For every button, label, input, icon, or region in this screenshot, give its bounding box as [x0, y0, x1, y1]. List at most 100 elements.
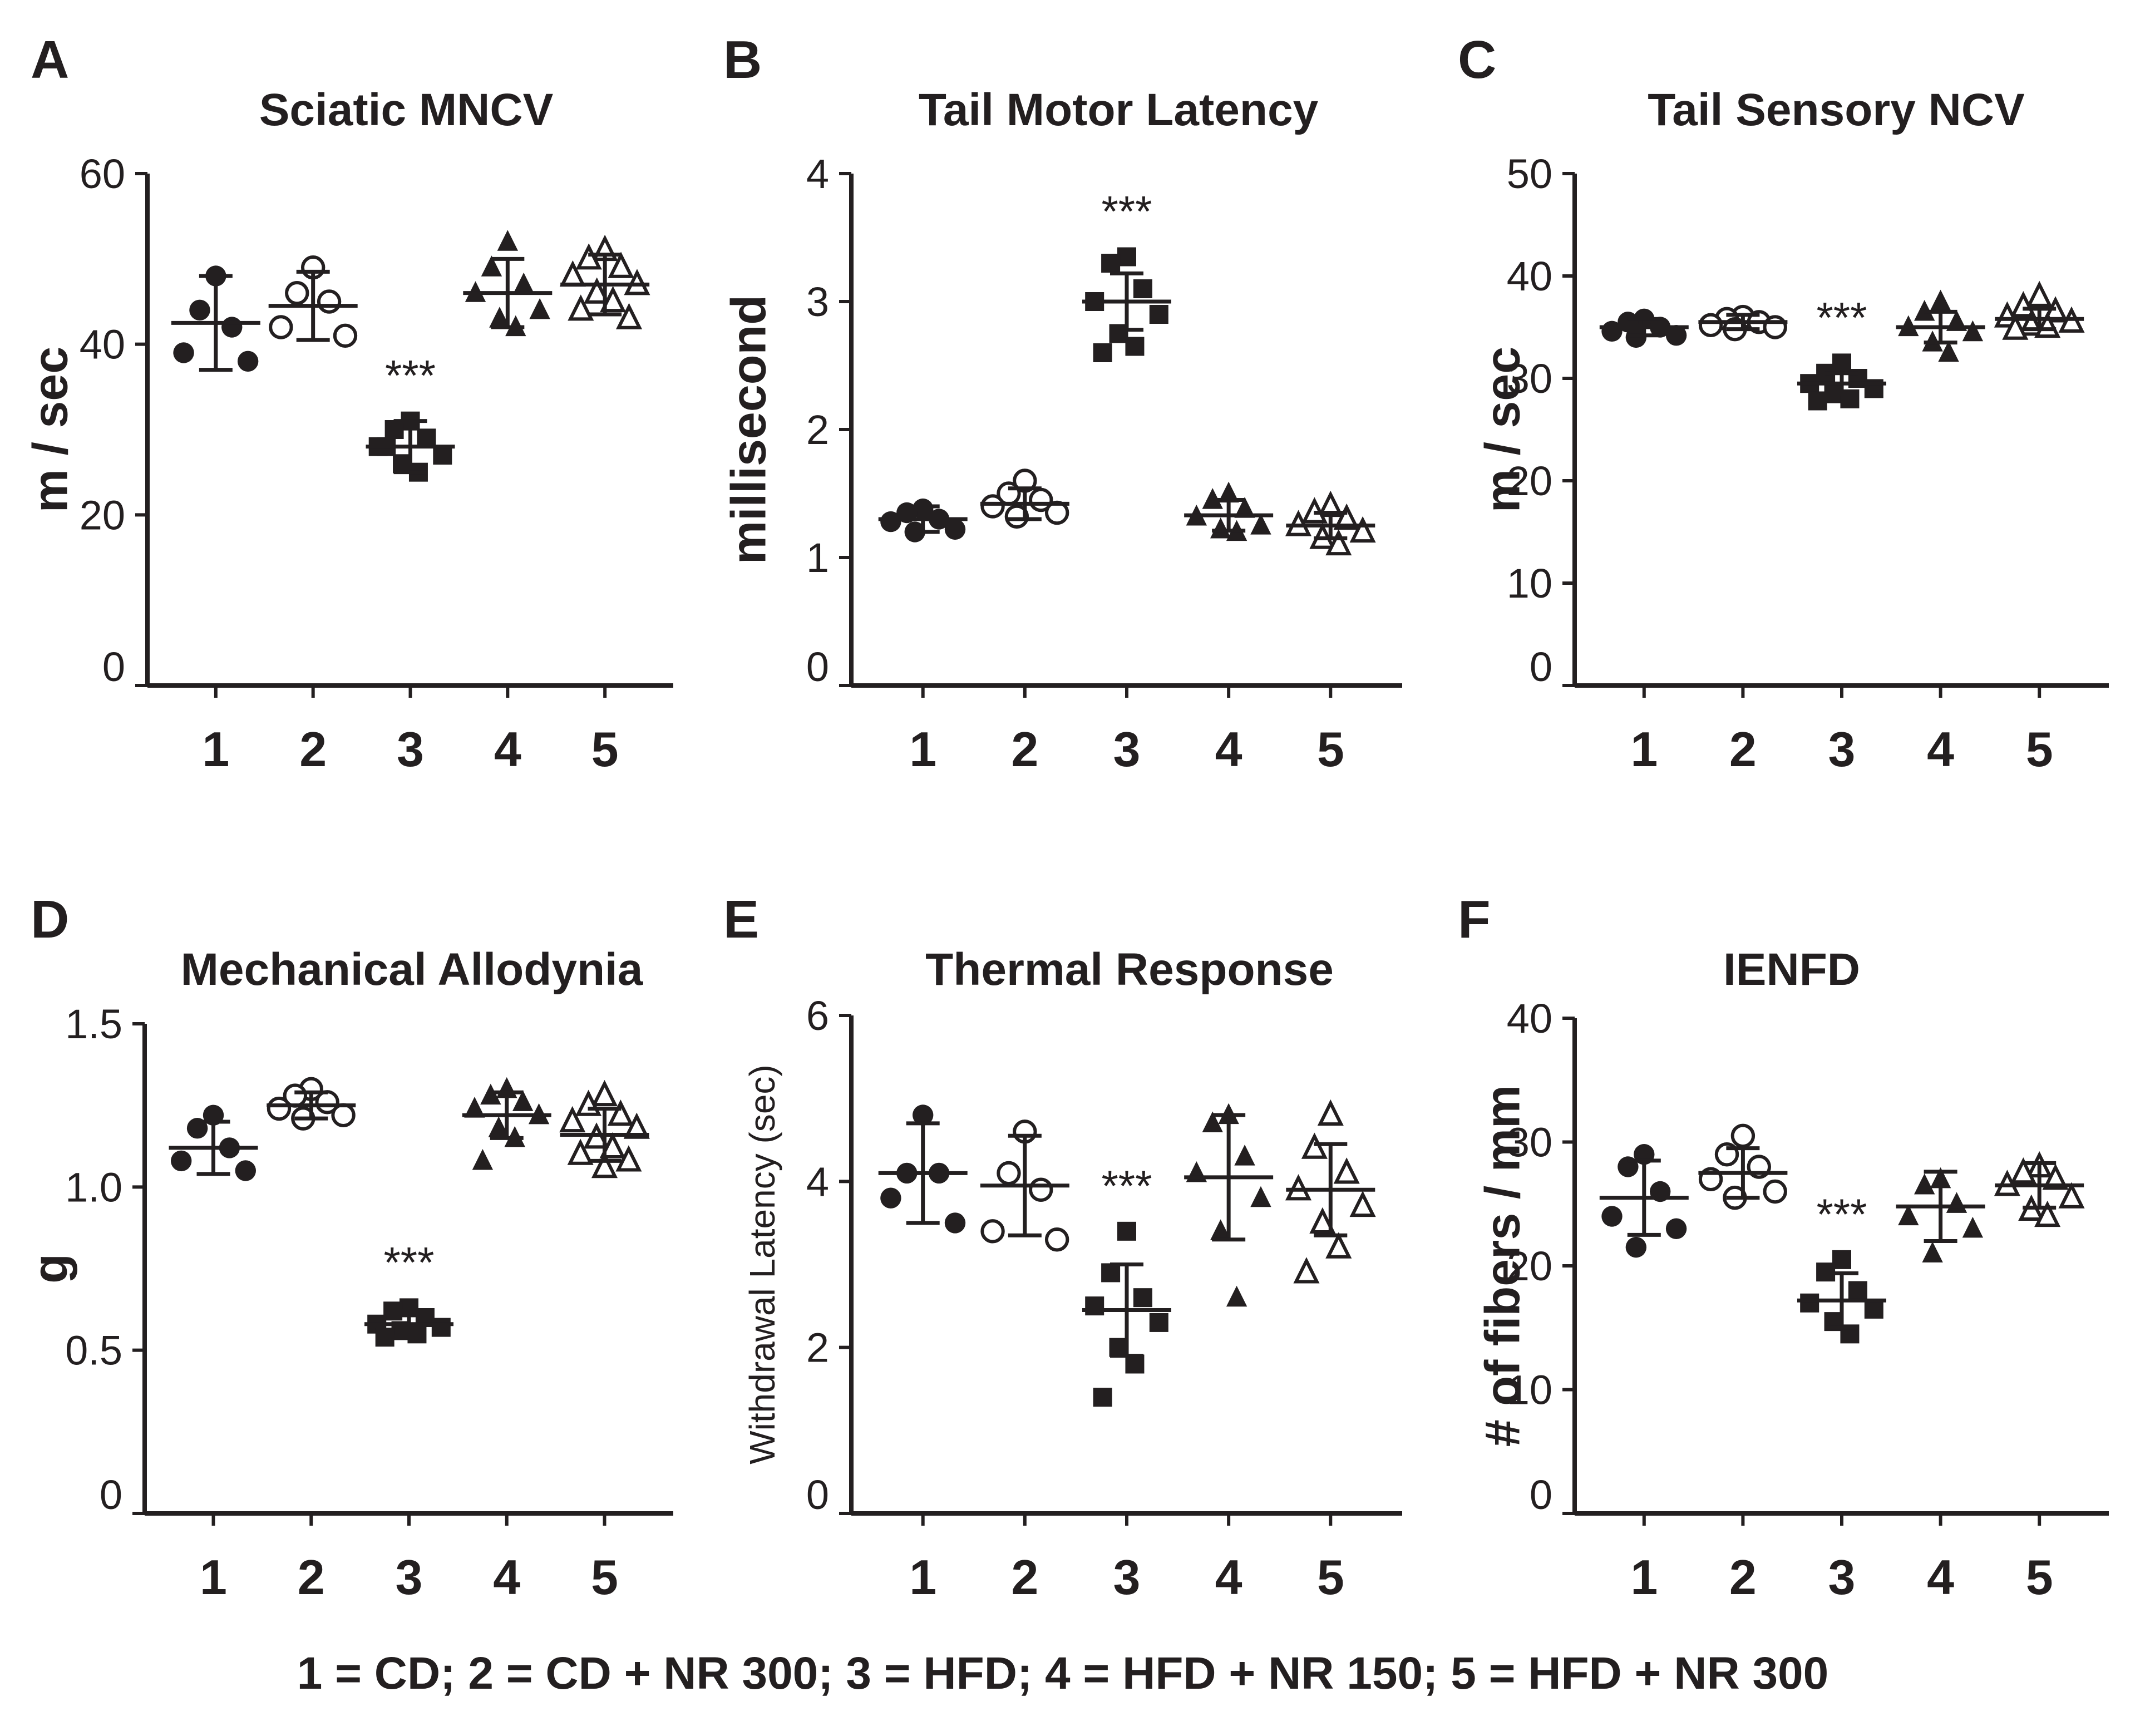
panel-title-F: IENFD [1723, 944, 1860, 995]
group-2 [980, 468, 1069, 529]
data-point [1601, 1206, 1623, 1227]
data-point [1125, 1354, 1145, 1374]
data-point [980, 494, 1005, 519]
group-3 [366, 411, 455, 482]
y-tick-label: 20 [1507, 458, 1552, 504]
data-point [433, 446, 452, 465]
group-1 [171, 265, 260, 372]
x-tick-label: 3 [396, 1550, 423, 1605]
data-point [1293, 1257, 1320, 1284]
group-2 [268, 255, 358, 348]
data-point [235, 1160, 256, 1181]
data-point [1763, 1179, 1787, 1204]
x-tick-label: 5 [1317, 1550, 1344, 1605]
y-tick-label: 30 [1507, 1119, 1552, 1166]
data-point [615, 303, 643, 329]
x-tick-label: 2 [1729, 1550, 1757, 1605]
data-point [1202, 1111, 1223, 1132]
data-point [1149, 1313, 1168, 1332]
data-point [2034, 1200, 2061, 1227]
data-point [1218, 481, 1239, 503]
significance-marker: *** [1816, 293, 1867, 342]
data-point [1317, 1099, 1344, 1126]
group-3 [1082, 1221, 1171, 1407]
data-point [1800, 1293, 1819, 1313]
data-point [1730, 1123, 1755, 1148]
y-tick-label: 6 [806, 993, 829, 1039]
y-tick-label: 0.5 [65, 1328, 122, 1374]
x-tick-label: 1 [202, 722, 229, 777]
y-tick-label: 0 [806, 644, 829, 690]
group-5 [1994, 1151, 2085, 1227]
data-point [1125, 337, 1145, 356]
y-tick-label: 0 [806, 1472, 829, 1518]
data-point [1226, 1285, 1247, 1307]
data-point [1848, 1281, 1867, 1300]
data-point [1029, 1177, 1053, 1202]
data-point [608, 251, 634, 278]
y-tick-label: 1.0 [65, 1164, 122, 1210]
y-tick-label: 4 [806, 151, 829, 197]
data-point [880, 511, 901, 532]
data-point [512, 1090, 534, 1111]
data-point [567, 1138, 594, 1165]
data-point [1093, 1388, 1112, 1407]
data-point [568, 294, 594, 321]
data-point [417, 428, 436, 448]
panel-title-B: Tail Motor Latency [919, 85, 1319, 135]
data-point [1832, 1250, 1851, 1269]
data-point [2042, 1163, 2069, 1190]
group-1 [1599, 1144, 1689, 1258]
data-point [1832, 353, 1851, 373]
data-point [1962, 1216, 1984, 1238]
x-tick-label: 5 [591, 1550, 618, 1605]
data-point [2026, 280, 2053, 307]
x-tick-label: 4 [494, 722, 521, 777]
data-point [1763, 315, 1787, 339]
data-point [221, 317, 243, 338]
x-tick-label: 2 [1011, 1550, 1038, 1605]
group-1 [1599, 308, 1689, 348]
panel-letter-C: C [1458, 30, 1496, 90]
y-axis-label-D: g [23, 1254, 78, 1284]
group-4 [1184, 1103, 1274, 1307]
x-tick-label: 4 [1215, 1550, 1242, 1605]
x-tick-label: 2 [1729, 722, 1757, 777]
data-point [269, 315, 293, 339]
x-tick-label: 5 [591, 722, 619, 777]
panel-title-C: Tail Sensory NCV [1648, 85, 2025, 135]
data-point [513, 272, 534, 294]
y-tick-label: 2 [806, 1325, 829, 1371]
y-axis-label-C: m / sec [1475, 347, 1530, 512]
data-point [1044, 1227, 1069, 1252]
x-tick-label: 3 [1828, 1550, 1856, 1605]
data-point [375, 1328, 395, 1347]
data-point [575, 243, 602, 270]
data-point [1210, 517, 1231, 539]
data-point [2002, 313, 2029, 340]
y-tick-label: 0 [102, 644, 125, 690]
x-tick-label: 2 [298, 1550, 325, 1605]
x-tick-label: 5 [1317, 722, 1344, 777]
data-point [431, 1318, 451, 1337]
data-point [1665, 325, 1687, 346]
panel-letter-D: D [31, 890, 69, 949]
data-point [317, 289, 342, 314]
data-point [2058, 1182, 2085, 1209]
group-3 [1082, 247, 1171, 362]
x-tick-label: 1 [1630, 1550, 1658, 1605]
data-point [384, 420, 404, 439]
x-tick-label: 1 [909, 722, 936, 777]
data-point [1301, 1132, 1328, 1159]
group-5 [1285, 1099, 1376, 1284]
data-point [591, 1079, 618, 1107]
x-tick-label: 5 [2026, 722, 2053, 777]
data-point [1250, 514, 1271, 535]
data-point [1922, 1241, 1943, 1262]
data-point [944, 519, 966, 540]
data-point [1938, 341, 1959, 362]
data-point [333, 323, 358, 348]
data-point [607, 1099, 634, 1126]
y-tick-label: 0 [100, 1472, 122, 1518]
